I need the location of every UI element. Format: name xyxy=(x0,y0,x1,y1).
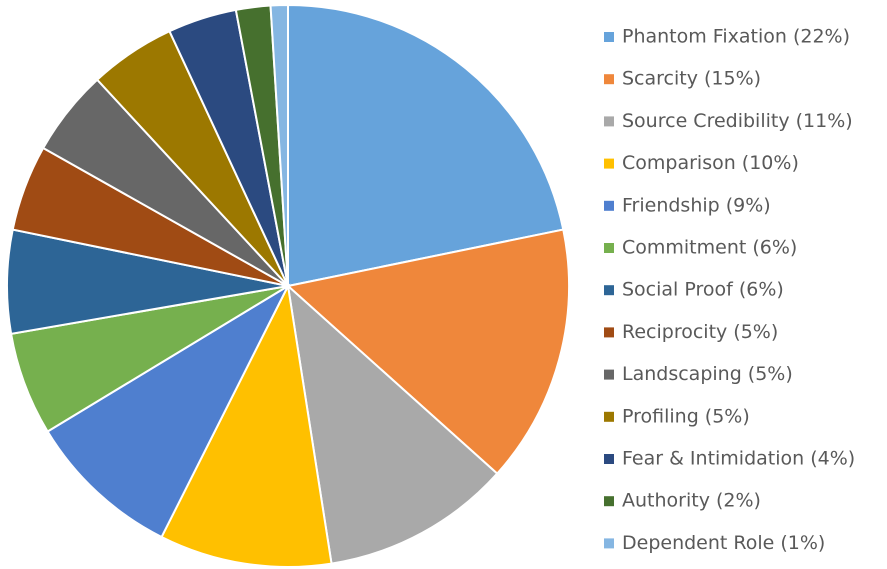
legend-label: Comparison (10%) xyxy=(622,152,799,174)
legend-label: Source Credibility (11%) xyxy=(622,110,853,132)
legend-label: Friendship (9%) xyxy=(622,194,771,216)
legend-swatch xyxy=(604,369,614,380)
legend-label: Fear & Intimidation (4%) xyxy=(622,448,855,470)
legend-label: Phantom Fixation (22%) xyxy=(622,26,850,48)
legend-label: Dependent Role (1%) xyxy=(622,532,825,554)
pie-slice xyxy=(160,282,333,568)
legend-label: Scarcity (15%) xyxy=(622,68,761,90)
pie-slice xyxy=(46,283,291,539)
legend-label: Social Proof (6%) xyxy=(622,279,784,301)
legend-label: Reciprocity (5%) xyxy=(622,321,778,343)
legend-swatch xyxy=(604,200,614,211)
legend-swatch xyxy=(604,74,614,85)
legend-swatch xyxy=(604,158,614,169)
legend-swatch xyxy=(604,116,614,127)
pie-slice xyxy=(286,283,499,565)
legend-label: Authority (2%) xyxy=(622,490,761,512)
legend-swatch xyxy=(604,454,614,464)
legend-swatch xyxy=(604,327,614,338)
legend-swatch xyxy=(604,496,614,507)
legend-label: Commitment (6%) xyxy=(622,237,797,259)
legend-swatch xyxy=(604,285,614,296)
pie-slice xyxy=(285,228,570,476)
pie-slice xyxy=(287,3,565,288)
legend-swatch xyxy=(604,538,614,549)
legend-swatch xyxy=(604,411,614,422)
pie-slice xyxy=(269,3,289,287)
legend-label: Landscaping (5%) xyxy=(622,363,793,385)
legend-swatch xyxy=(604,243,614,253)
legend-swatch xyxy=(604,32,614,42)
legend-label: Profiling (5%) xyxy=(622,405,750,427)
